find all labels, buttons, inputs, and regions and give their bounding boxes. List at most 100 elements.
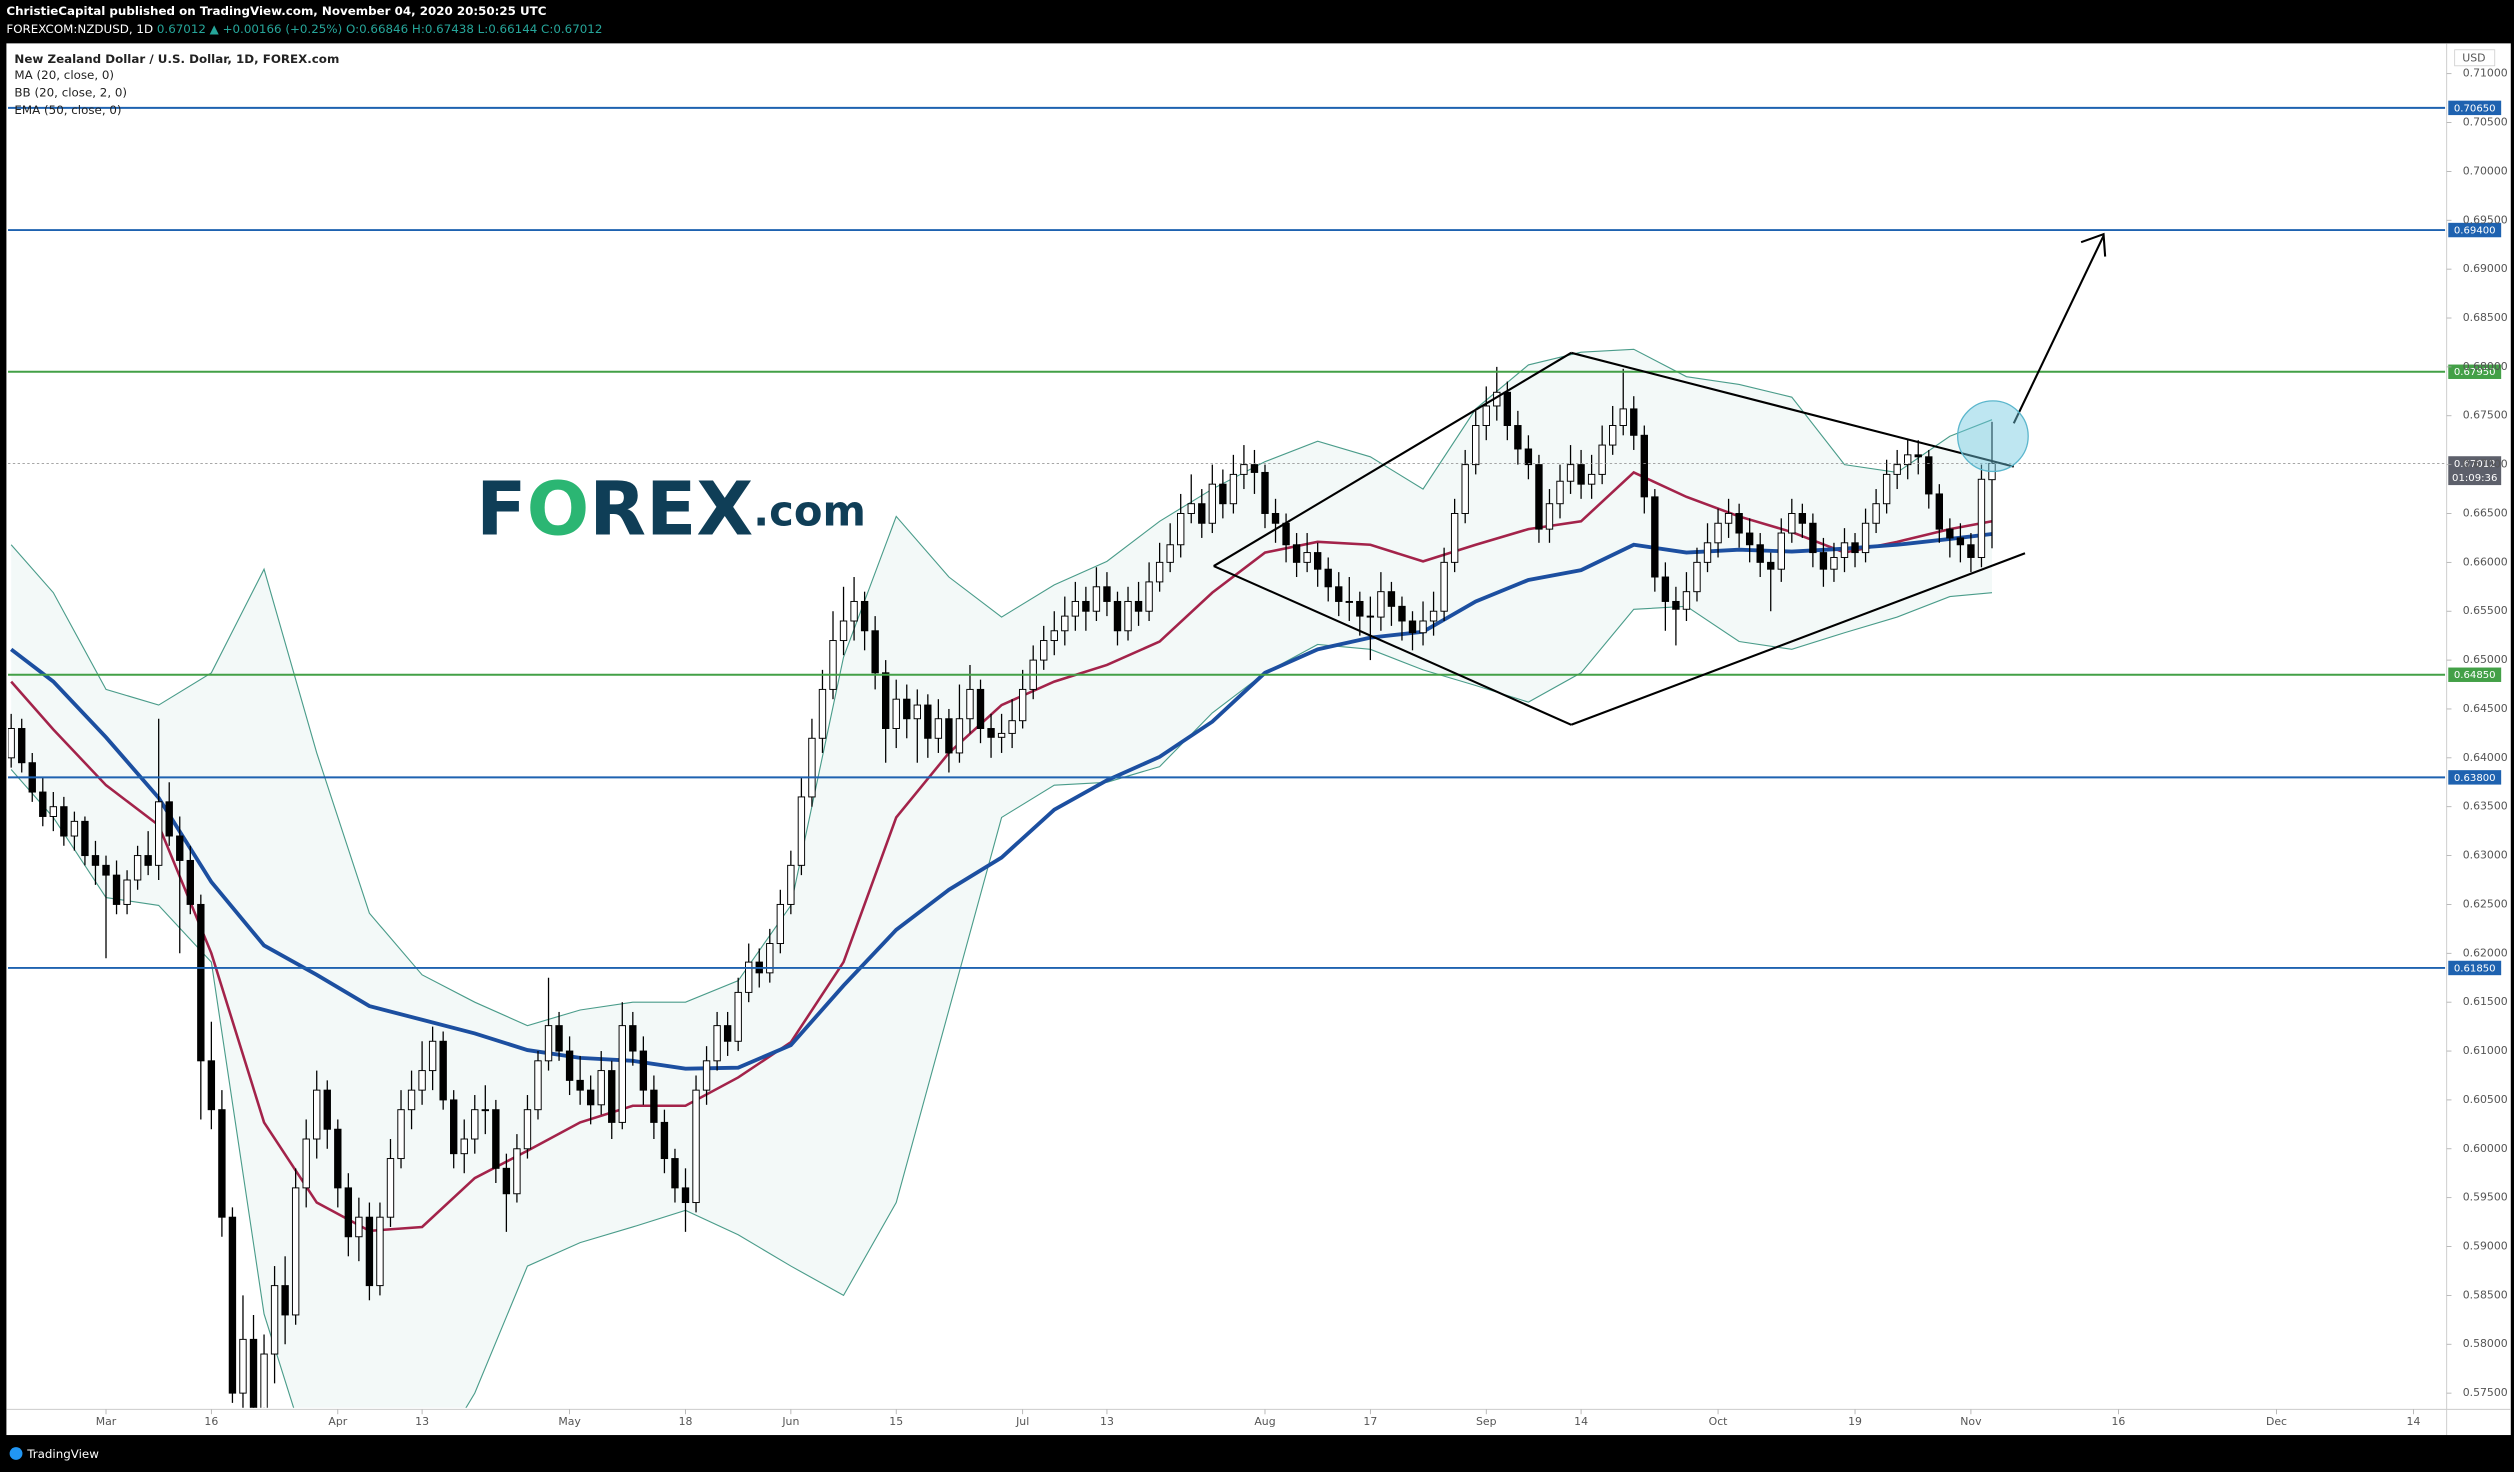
legend: New Zealand Dollar / U.S. Dollar, 1D, FO… <box>14 52 339 117</box>
candle-body <box>1450 513 1459 563</box>
chart-title: New Zealand Dollar / U.S. Dollar, 1D, FO… <box>14 52 339 66</box>
candle-body <box>1809 522 1817 554</box>
x-tick-label: Aug <box>1254 1415 1275 1428</box>
candle-body <box>1419 620 1427 634</box>
level-label: 0.67950 <box>2454 367 2496 378</box>
candle-body <box>1040 640 1048 661</box>
candle-body <box>555 1025 563 1052</box>
x-tick-label: Sep <box>1476 1415 1497 1428</box>
candle-body <box>439 1040 447 1101</box>
symbol: FOREXCOM:NZDUSD, 1D <box>6 21 153 35</box>
x-tick-label: Jun <box>781 1415 799 1428</box>
candle-body <box>681 1187 690 1204</box>
candle-body <box>1177 513 1185 546</box>
y-tick-label: 0.63500 <box>2463 800 2508 813</box>
y-tick-label: 0.70000 <box>2463 164 2508 177</box>
footer-icon <box>9 1447 23 1460</box>
candle-body <box>1566 464 1575 482</box>
y-tick-label: 0.58000 <box>2463 1337 2508 1350</box>
candle-body <box>913 704 921 720</box>
candle-body <box>808 737 816 798</box>
candle-body <box>1292 544 1301 563</box>
candle-body <box>766 943 774 974</box>
y-tick-label: 0.70500 <box>2463 116 2508 129</box>
candle-body <box>860 600 869 632</box>
candle-body <box>1640 434 1648 498</box>
candle-body <box>1882 473 1891 505</box>
candle-body <box>1545 503 1554 530</box>
candle-body <box>49 806 58 817</box>
candle-body <box>1377 591 1385 618</box>
candle-body <box>302 1138 310 1189</box>
legend-entry: EMA (50, close, 0) <box>14 103 121 117</box>
footer <box>0 1436 2514 1472</box>
x-tick-label: 18 <box>679 1415 693 1428</box>
candle-body <box>1219 483 1227 505</box>
candle-body <box>1250 464 1259 473</box>
candle-body <box>1008 720 1016 734</box>
x-tick-label: 19 <box>1848 1415 1862 1428</box>
candle-body <box>1261 471 1269 514</box>
candle-body <box>1229 473 1238 505</box>
candle-body <box>1651 496 1659 578</box>
candle-body <box>966 688 974 720</box>
x-tick-label: 16 <box>2112 1415 2126 1428</box>
footer-text: TradingView <box>26 1447 99 1461</box>
candle-body <box>334 1128 342 1189</box>
candle-body <box>1018 688 1027 722</box>
candle-body <box>734 991 742 1042</box>
candle-body <box>18 728 26 764</box>
last-price-label: 0.67012 <box>2454 459 2496 470</box>
candle-body <box>839 620 848 642</box>
candle-body <box>534 1060 542 1111</box>
y-tick-label: 0.64000 <box>2463 751 2508 764</box>
candle-body <box>1819 552 1828 570</box>
last-price-box <box>2448 456 2502 486</box>
candle-body <box>1587 473 1596 485</box>
logo: FOREX.com <box>476 468 866 553</box>
y-tick-label: 0.59000 <box>2463 1240 2508 1253</box>
candle-body <box>565 1050 574 1081</box>
candle-body <box>1630 408 1638 436</box>
candle-body <box>1682 591 1691 610</box>
candle-body <box>418 1070 426 1091</box>
x-tick-label: 16 <box>204 1415 218 1428</box>
y-tick-label: 0.60000 <box>2463 1142 2508 1155</box>
y-tick-label: 0.62000 <box>2463 946 2508 959</box>
x-tick-label: May <box>558 1415 581 1428</box>
candle-body <box>892 698 900 729</box>
y-tick-label: 0.60500 <box>2463 1093 2508 1106</box>
candle-body <box>1050 630 1058 642</box>
candle-body <box>850 600 858 622</box>
candle-body <box>1872 503 1880 524</box>
candle-body <box>1703 542 1712 563</box>
candle-body <box>1408 620 1417 634</box>
candle-body <box>1577 464 1585 485</box>
candle-body <box>1524 448 1533 466</box>
candle-body <box>776 903 785 945</box>
x-tick-label: 15 <box>889 1415 903 1428</box>
candle-body <box>249 1338 258 1408</box>
x-tick-label: Oct <box>1709 1415 1729 1428</box>
candle-body <box>1313 552 1322 570</box>
candle-body <box>397 1109 405 1160</box>
candle-body <box>1271 513 1280 524</box>
candle-body <box>1514 425 1522 450</box>
x-tick-label: 17 <box>1363 1415 1377 1428</box>
legend-entry: BB (20, close, 2, 0) <box>14 86 127 100</box>
candle-body <box>1356 600 1364 617</box>
candle-body <box>523 1109 532 1150</box>
candle-body <box>1693 561 1701 593</box>
logo-part: .com <box>753 487 866 536</box>
candle-body <box>1956 537 1965 546</box>
logo-part: REX <box>589 468 753 553</box>
candle-body <box>81 820 89 857</box>
candle-body <box>1082 600 1090 612</box>
candle-body <box>1482 405 1490 427</box>
y-tick-label: 0.68500 <box>2463 311 2508 324</box>
level-label-box <box>2448 222 2502 238</box>
indicator-line <box>10 532 1993 1071</box>
candle-body <box>997 732 1006 738</box>
candle-body <box>955 718 964 754</box>
